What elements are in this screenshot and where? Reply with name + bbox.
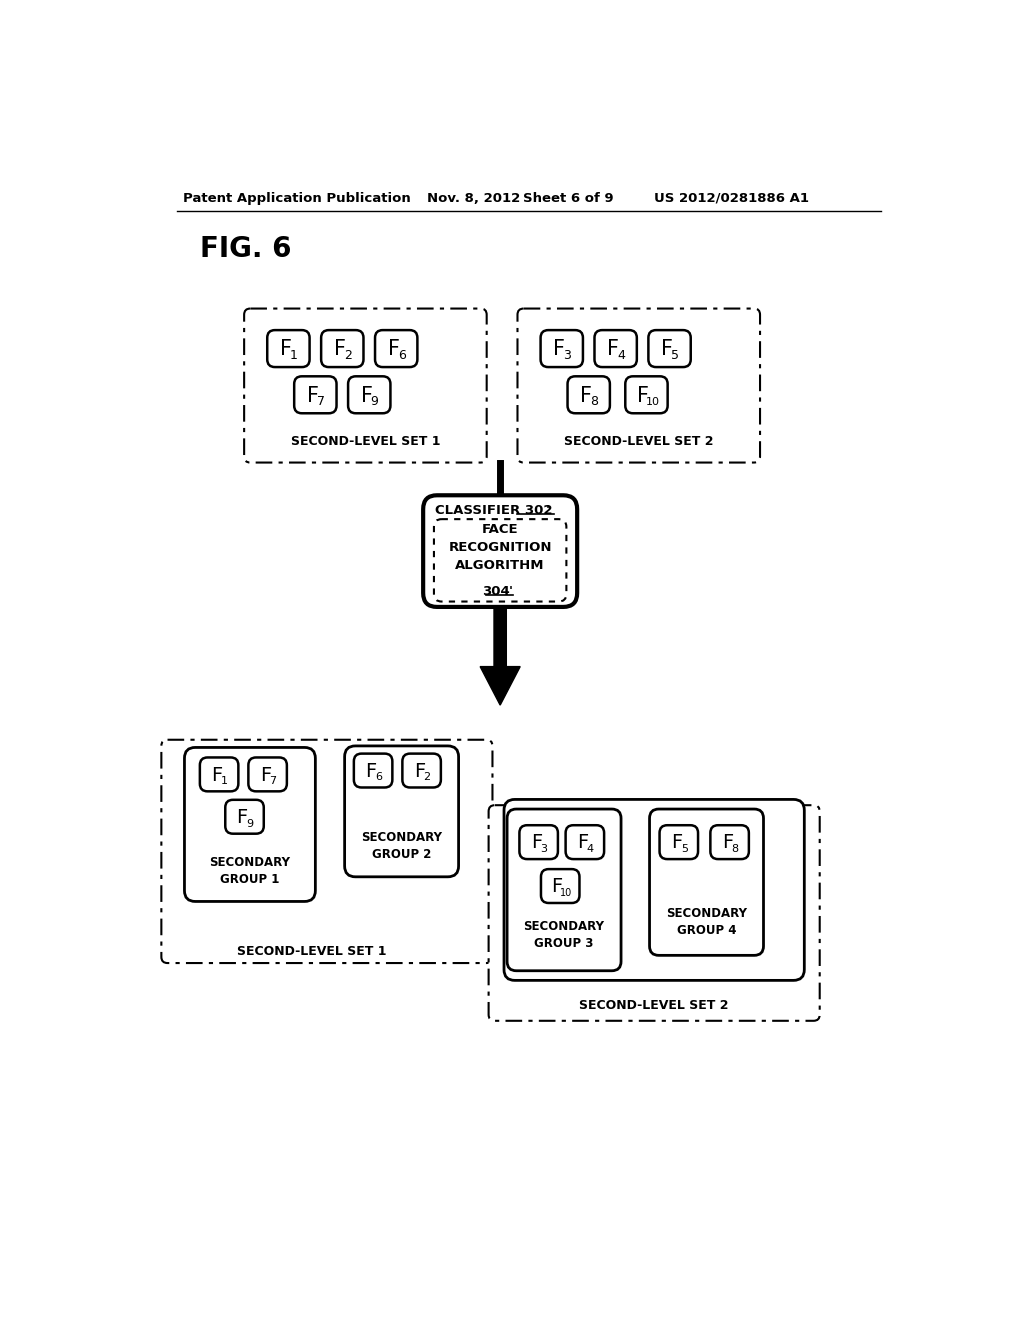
FancyBboxPatch shape	[423, 495, 578, 607]
FancyBboxPatch shape	[711, 825, 749, 859]
Text: 9: 9	[371, 395, 379, 408]
FancyBboxPatch shape	[649, 809, 764, 956]
Text: F: F	[607, 339, 620, 359]
Text: F: F	[722, 833, 733, 853]
FancyBboxPatch shape	[162, 739, 493, 964]
Text: 1: 1	[221, 776, 228, 787]
Text: 6: 6	[375, 772, 382, 783]
Text: SECONDARY
GROUP 2: SECONDARY GROUP 2	[361, 832, 442, 861]
Text: 2: 2	[344, 348, 351, 362]
Text: F: F	[237, 808, 248, 828]
FancyBboxPatch shape	[507, 809, 621, 970]
Text: 304: 304	[482, 585, 510, 598]
FancyBboxPatch shape	[488, 805, 819, 1020]
Text: CLASSIFIER 302: CLASSIFIER 302	[435, 504, 553, 517]
Text: SECONDARY
GROUP 3: SECONDARY GROUP 3	[523, 920, 604, 949]
Text: F: F	[414, 762, 425, 781]
Text: FACE
RECOGNITION
ALGORITHM: FACE RECOGNITION ALGORITHM	[449, 523, 552, 572]
Text: F: F	[281, 339, 292, 359]
Text: US 2012/0281886 A1: US 2012/0281886 A1	[654, 191, 809, 205]
Text: Patent Application Publication: Patent Application Publication	[183, 191, 411, 205]
Text: 2: 2	[424, 772, 430, 783]
Text: SECOND-LEVEL SET 1: SECOND-LEVEL SET 1	[237, 945, 386, 958]
Text: SECOND-LEVEL SET 2: SECOND-LEVEL SET 2	[580, 999, 729, 1012]
Text: F: F	[211, 766, 222, 784]
FancyBboxPatch shape	[345, 746, 459, 876]
Text: 8: 8	[731, 843, 738, 854]
Text: 3: 3	[541, 843, 548, 854]
Text: 3: 3	[563, 348, 571, 362]
Text: 10: 10	[645, 397, 659, 407]
Text: F: F	[637, 385, 649, 405]
Text: 9: 9	[247, 818, 254, 829]
Text: 10: 10	[560, 888, 572, 898]
Text: Sheet 6 of 9: Sheet 6 of 9	[523, 191, 613, 205]
FancyBboxPatch shape	[225, 800, 264, 834]
Text: F: F	[671, 833, 682, 853]
FancyBboxPatch shape	[659, 825, 698, 859]
FancyBboxPatch shape	[595, 330, 637, 367]
FancyBboxPatch shape	[626, 376, 668, 413]
Text: F: F	[530, 833, 542, 853]
Text: F: F	[307, 385, 319, 405]
Text: 4: 4	[617, 348, 625, 362]
Text: SECOND-LEVEL SET 1: SECOND-LEVEL SET 1	[291, 436, 440, 449]
FancyBboxPatch shape	[375, 330, 418, 367]
Text: F: F	[360, 385, 373, 405]
FancyBboxPatch shape	[267, 330, 309, 367]
FancyBboxPatch shape	[434, 519, 566, 602]
Text: 4: 4	[587, 843, 594, 854]
FancyBboxPatch shape	[504, 800, 804, 981]
FancyBboxPatch shape	[648, 330, 691, 367]
Text: ': '	[546, 504, 550, 517]
Text: SECOND-LEVEL SET 2: SECOND-LEVEL SET 2	[564, 436, 714, 449]
Text: 7: 7	[269, 776, 276, 787]
FancyBboxPatch shape	[541, 330, 583, 367]
FancyBboxPatch shape	[348, 376, 390, 413]
FancyBboxPatch shape	[517, 309, 760, 462]
Text: F: F	[581, 385, 593, 405]
Text: F: F	[553, 339, 565, 359]
Text: Nov. 8, 2012: Nov. 8, 2012	[427, 191, 520, 205]
FancyBboxPatch shape	[402, 754, 441, 788]
FancyBboxPatch shape	[541, 869, 580, 903]
Text: SECONDARY
GROUP 4: SECONDARY GROUP 4	[666, 907, 748, 937]
Text: 5: 5	[681, 843, 688, 854]
Text: F: F	[552, 878, 563, 896]
Text: 7: 7	[316, 395, 325, 408]
Text: F: F	[577, 833, 588, 853]
FancyBboxPatch shape	[294, 376, 337, 413]
Text: 6: 6	[397, 348, 406, 362]
Text: F: F	[366, 762, 377, 781]
Text: F: F	[260, 766, 271, 784]
FancyBboxPatch shape	[519, 825, 558, 859]
FancyBboxPatch shape	[567, 376, 610, 413]
Text: F: F	[662, 339, 673, 359]
Text: FIG. 6: FIG. 6	[200, 235, 292, 263]
Text: ': '	[509, 585, 513, 598]
Text: F: F	[334, 339, 346, 359]
FancyBboxPatch shape	[565, 825, 604, 859]
Text: SECONDARY
GROUP 1: SECONDARY GROUP 1	[210, 855, 291, 886]
Polygon shape	[480, 609, 520, 705]
Text: 1: 1	[290, 348, 298, 362]
FancyBboxPatch shape	[184, 747, 315, 902]
FancyBboxPatch shape	[249, 758, 287, 792]
Text: 5: 5	[671, 348, 679, 362]
Text: F: F	[388, 339, 400, 359]
FancyBboxPatch shape	[200, 758, 239, 792]
FancyBboxPatch shape	[244, 309, 486, 462]
FancyBboxPatch shape	[354, 754, 392, 788]
FancyBboxPatch shape	[322, 330, 364, 367]
Text: 8: 8	[590, 395, 598, 408]
